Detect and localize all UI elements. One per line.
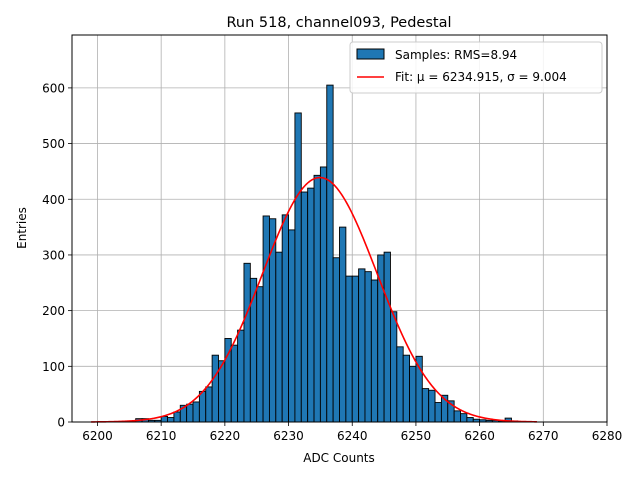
- histogram-bar: [319, 166, 328, 423]
- y-tick-label: 600: [42, 81, 65, 95]
- y-axis-label: Entries: [15, 207, 29, 249]
- histogram-bar: [167, 417, 175, 423]
- fit-curve-group: [91, 176, 537, 423]
- histogram-bar: [396, 346, 404, 423]
- y-tick-label: 100: [42, 360, 65, 374]
- histogram-bar: [421, 388, 430, 423]
- x-tick-label: 6230: [273, 429, 304, 443]
- legend-hist-swatch: [356, 48, 385, 60]
- x-axis-label: ADC Counts: [303, 451, 375, 465]
- histogram-bar: [428, 389, 436, 423]
- x-tick-label: 6250: [401, 429, 432, 443]
- histogram-bar: [288, 229, 296, 423]
- histogram-bar: [211, 354, 219, 423]
- histogram-bar: [339, 226, 347, 423]
- x-tick-label: 6240: [337, 429, 368, 443]
- histogram-bar: [434, 402, 442, 423]
- histogram-bar: [198, 390, 207, 423]
- x-tick-label: 6280: [592, 429, 623, 443]
- y-tick-label: 300: [42, 248, 65, 262]
- histogram-bar: [313, 174, 321, 423]
- histogram-bar: [345, 275, 353, 423]
- histogram-bar: [402, 354, 411, 423]
- histogram-bar: [453, 410, 461, 423]
- histogram-bar: [326, 84, 334, 423]
- histogram-bar: [364, 271, 372, 423]
- x-tick-label: 6200: [82, 429, 113, 443]
- x-tick-label: 6210: [146, 429, 177, 443]
- histogram-bar: [186, 403, 194, 423]
- histogram-bars: [135, 84, 519, 423]
- histogram-bar: [249, 277, 258, 423]
- histogram-bar: [383, 251, 391, 423]
- histogram-bar: [230, 344, 239, 423]
- histogram-bar: [192, 401, 200, 423]
- legend-box: [349, 41, 603, 94]
- x-tick-label: 6220: [210, 429, 241, 443]
- legend: Samples: RMS=8.94 Fit: μ = 6234.915, σ =…: [349, 41, 603, 94]
- y-tick-label: 400: [42, 193, 65, 207]
- histogram-bar: [370, 279, 379, 423]
- y-axis-ticks: 0 100 200 300 400 500 600: [42, 81, 72, 430]
- histogram-bar: [275, 251, 283, 423]
- plot-frame: [71, 34, 608, 423]
- x-tick-label: 6260: [464, 429, 495, 443]
- histogram-bar: [466, 417, 474, 423]
- y-tick-label: 200: [42, 304, 65, 318]
- histogram-bar: [390, 311, 398, 423]
- histogram-bar: [262, 215, 270, 423]
- histogram-bar: [409, 365, 417, 423]
- histogram-bar: [243, 262, 251, 423]
- histogram-bar: [307, 187, 315, 423]
- histogram-bar: [460, 413, 468, 423]
- legend-fit-label: Fit: μ = 6234.915, σ = 9.004: [395, 70, 567, 84]
- histogram-bar: [351, 275, 360, 423]
- histogram-bar: [300, 191, 309, 423]
- histogram-bar: [332, 257, 340, 423]
- histogram-bar: [256, 286, 264, 423]
- x-axis-ticks: 6200 6210 6220 6230 6240 6250 6260 6270 6280: [82, 422, 622, 443]
- chart-title: Run 518, channel093, Pedestal: [226, 15, 451, 31]
- x-tick-label: 6270: [528, 429, 559, 443]
- legend-hist-label: Samples: RMS=8.94: [395, 48, 517, 62]
- histogram-bar: [294, 112, 302, 423]
- fit-curve: [91, 176, 537, 423]
- y-tick-label: 0: [57, 416, 65, 430]
- y-tick-label: 500: [42, 137, 65, 151]
- histogram-bar: [160, 415, 168, 423]
- histogram-bar: [358, 268, 366, 423]
- histogram-bar: [173, 411, 181, 423]
- histogram-bar: [281, 214, 289, 423]
- histogram-bar: [377, 254, 385, 423]
- histogram-bar: [205, 386, 213, 423]
- histogram-bar: [237, 329, 245, 423]
